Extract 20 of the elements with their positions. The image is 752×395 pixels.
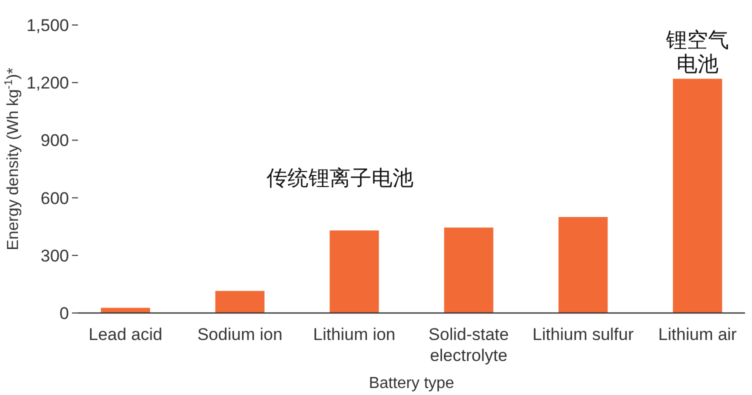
x-tick-label: Lead acid	[88, 325, 162, 344]
y-tick-label: 1,500	[26, 16, 69, 35]
x-tick-label: Sodium ion	[197, 325, 282, 344]
bar	[444, 228, 494, 313]
x-axis-title: Battery type	[368, 375, 454, 392]
x-tick-label: Solid-state electrolyte	[428, 325, 509, 365]
y-tick-label: 0	[60, 304, 69, 323]
annotation: 锂空气电池	[665, 28, 730, 76]
y-tick-label: 1,200	[26, 74, 69, 93]
x-tick-label: Lithium air	[658, 325, 738, 344]
x-tick-label: Lithium sulfur	[532, 325, 634, 344]
bar	[672, 78, 722, 313]
bar	[215, 290, 264, 313]
y-tick-label: 300	[40, 246, 69, 266]
bar	[558, 217, 608, 313]
x-tick-label: Lithium ion	[313, 325, 396, 344]
annotation: 传统锂离子电池	[266, 167, 414, 190]
bar	[330, 230, 379, 313]
y-tick-label: 900	[40, 131, 69, 150]
y-tick-label: 600	[40, 188, 69, 208]
